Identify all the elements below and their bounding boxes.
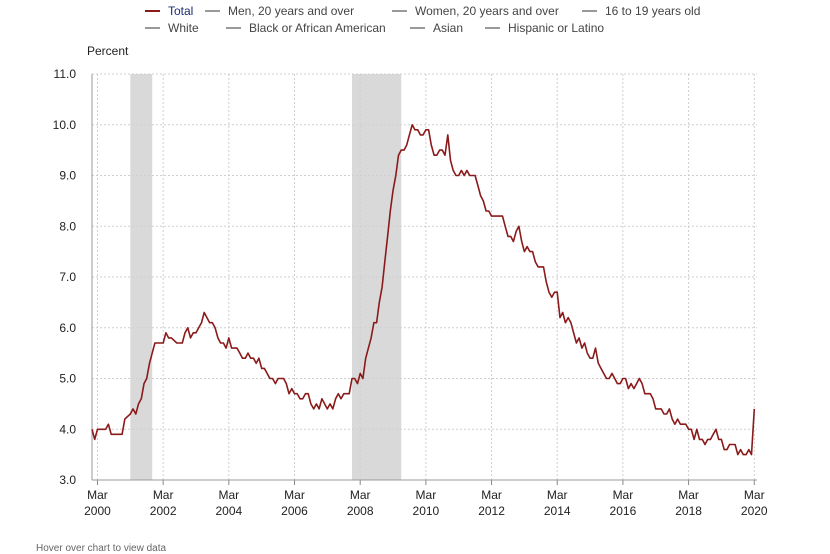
x-tick-label-month: Mar	[613, 488, 634, 502]
y-tick-label: 5.0	[59, 372, 76, 386]
legend-item-hispanic-or-latino[interactable]: Hispanic or Latino	[485, 21, 604, 35]
legend-item-total[interactable]: Total	[145, 4, 193, 18]
y-axis-label: Percent	[87, 44, 129, 58]
hover-hint: Hover over chart to view data	[36, 543, 167, 554]
legend-label: Men, 20 years and over	[228, 4, 355, 18]
legend-label: 16 to 19 years old	[605, 4, 701, 18]
x-tick-label-year: 2010	[413, 504, 440, 518]
x-tick-label-month: Mar	[547, 488, 568, 502]
legend-label: Asian	[433, 21, 464, 35]
x-tick-label-month: Mar	[153, 488, 174, 502]
legend-item-asian[interactable]: Asian	[410, 21, 463, 35]
x-tick-label-month: Mar	[744, 488, 765, 502]
x-tick-label-month: Mar	[481, 488, 502, 502]
legend-swatch	[392, 10, 407, 12]
legend-label: Women, 20 years and over	[415, 4, 559, 18]
y-tick-label: 11.0	[54, 67, 77, 81]
legend-swatch	[205, 10, 220, 12]
y-tick-label: 4.0	[59, 422, 76, 436]
x-tick-label-year: 2018	[675, 504, 702, 518]
legend-label: Hispanic or Latino	[508, 21, 605, 35]
legend-swatch	[485, 27, 500, 29]
x-tick-label-year: 2008	[347, 504, 374, 518]
x-tick-label-month: Mar	[284, 488, 305, 502]
legend-label: Total	[168, 4, 194, 18]
x-tick-label-year: 2000	[84, 504, 111, 518]
legend-swatch	[410, 27, 425, 29]
legend-label: Black or African American	[249, 21, 386, 35]
legend-swatch	[145, 27, 160, 29]
legend-swatch	[145, 10, 160, 12]
x-tick-label-year: 2004	[215, 504, 242, 518]
x-tick-label-month: Mar	[87, 488, 108, 502]
y-tick-label: 7.0	[59, 270, 76, 284]
series-line-total	[91, 124, 756, 456]
x-tick-label-year: 2014	[544, 504, 571, 518]
legend-swatch	[582, 10, 597, 12]
y-tick-label: 10.0	[53, 118, 77, 132]
x-tick-label-year: 2002	[150, 504, 177, 518]
x-tick-label-year: 2012	[478, 504, 505, 518]
legend-item-black-or-african-american[interactable]: Black or African American	[226, 21, 386, 35]
x-tick-label-year: 2016	[610, 504, 637, 518]
legend-item-men-20-and-over[interactable]: Men, 20 years and over	[205, 4, 354, 18]
y-tick-label: 3.0	[59, 473, 76, 487]
x-tick-label-month: Mar	[350, 488, 371, 502]
y-tick-label: 9.0	[59, 169, 76, 183]
x-tick-label-month: Mar	[218, 488, 239, 502]
legend-item-women-20-and-over[interactable]: Women, 20 years and over	[392, 4, 559, 18]
legend-item-white[interactable]: White	[145, 21, 199, 35]
chart-legend: Total Men, 20 years and over Women, 20 y…	[0, 0, 830, 40]
x-tick-label-year: 2020	[741, 504, 768, 518]
y-tick-label: 6.0	[59, 321, 76, 335]
legend-item-16-to-19[interactable]: 16 to 19 years old	[582, 4, 700, 18]
x-tick-label-month: Mar	[416, 488, 437, 502]
y-tick-label: 8.0	[59, 219, 76, 233]
x-tick-label-month: Mar	[678, 488, 699, 502]
x-tick-label-year: 2006	[281, 504, 308, 518]
legend-label: White	[168, 21, 199, 35]
legend-swatch	[226, 27, 241, 29]
